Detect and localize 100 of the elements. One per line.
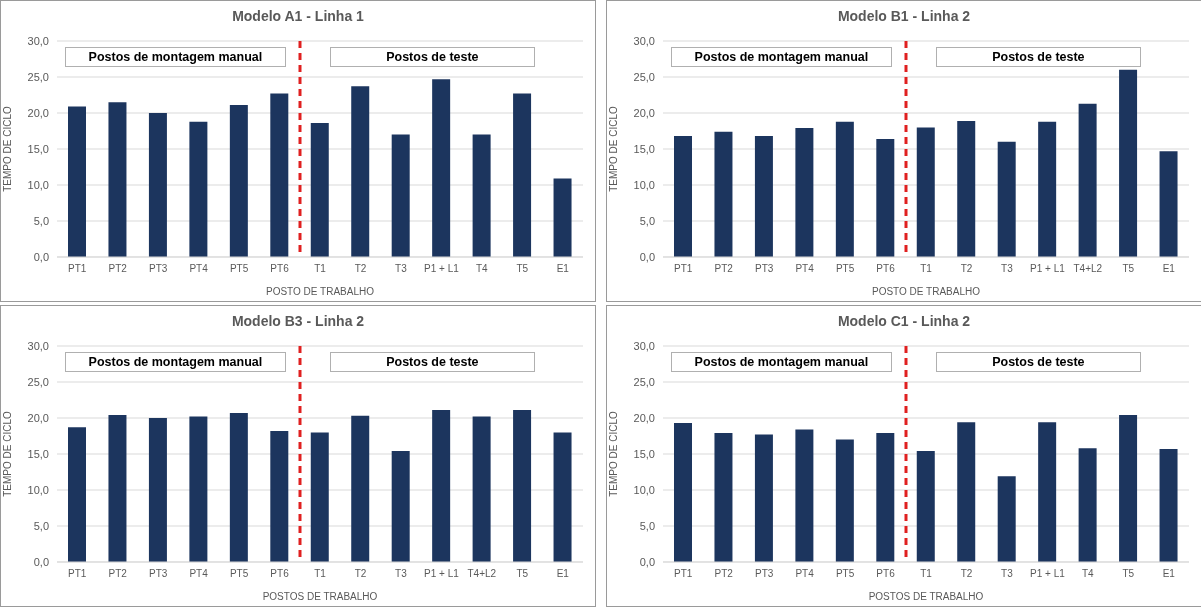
bar — [957, 422, 976, 562]
bar — [229, 105, 248, 257]
x-tick-label: PT1 — [68, 263, 87, 275]
x-tick-label: E1 — [556, 568, 570, 580]
x-tick-label: T1 — [920, 263, 933, 275]
x-tick-label: T5 — [1122, 263, 1135, 275]
bar — [148, 113, 167, 257]
x-tick-label: T5 — [516, 263, 529, 275]
y-tick-label: 30,0 — [633, 339, 655, 352]
bar — [229, 412, 248, 562]
y-axis-title: TEMPO DE CICLO — [607, 411, 619, 497]
x-tick-label: T1 — [314, 568, 327, 580]
bar — [876, 138, 895, 257]
y-tick-label: 25,0 — [27, 375, 49, 388]
x-tick-label: PT4 — [189, 568, 209, 580]
label-box: Postos de teste — [329, 47, 535, 67]
x-tick-label: PT6 — [270, 263, 290, 275]
x-tick-label: T3 — [1001, 263, 1014, 275]
x-tick-label: PT5 — [229, 568, 249, 580]
label-box: Postos de montagem manual — [671, 352, 892, 372]
bar — [876, 433, 895, 562]
y-tick-label: 5,0 — [33, 519, 49, 532]
x-tick-label: T4+L2 — [1073, 263, 1103, 275]
y-tick-label: 0,0 — [639, 555, 655, 568]
x-tick-label: T1 — [920, 568, 933, 580]
x-tick-label: T3 — [395, 263, 408, 275]
bar — [310, 123, 329, 257]
y-tick-label: 20,0 — [27, 411, 49, 424]
x-tick-label: PT5 — [835, 568, 855, 580]
x-tick-label: PT4 — [795, 568, 815, 580]
bar — [1038, 422, 1057, 562]
x-tick-label: T2 — [354, 568, 367, 580]
chart-title: Modelo A1 - Linha 1 — [231, 7, 365, 26]
bar — [997, 476, 1016, 562]
y-tick-label: 30,0 — [27, 339, 49, 352]
bar — [148, 418, 167, 562]
y-tick-label: 15,0 — [27, 142, 49, 155]
bar — [351, 86, 370, 257]
y-tick-label: 30,0 — [27, 34, 49, 47]
x-tick-label: T3 — [1001, 568, 1014, 580]
y-tick-label: 0,0 — [639, 250, 655, 263]
y-tick-label: 20,0 — [633, 106, 655, 119]
x-tick-label: E1 — [556, 263, 570, 275]
x-tick-label: PT1 — [674, 568, 693, 580]
bar — [553, 432, 572, 562]
x-tick-label: P1 + L1 — [424, 263, 460, 275]
x-tick-label: PT3 — [754, 568, 774, 580]
bar — [1078, 448, 1097, 562]
label-box: Postos de teste — [935, 47, 1141, 67]
y-tick-label: 25,0 — [27, 70, 49, 83]
bar — [957, 120, 976, 257]
x-tick-label: T4+L2 — [467, 568, 497, 580]
x-tick-label: PT2 — [714, 263, 734, 275]
x-tick-label: PT4 — [795, 263, 815, 275]
y-tick-label: 10,0 — [633, 178, 655, 191]
bar — [270, 430, 289, 562]
bar — [1119, 415, 1138, 562]
y-tick-label: 25,0 — [633, 375, 655, 388]
x-tick-label: T5 — [516, 568, 529, 580]
y-tick-label: 0,0 — [33, 250, 49, 263]
bar — [714, 433, 733, 562]
bar — [391, 134, 410, 257]
bar — [714, 131, 733, 257]
y-tick-label: 10,0 — [27, 178, 49, 191]
y-tick-label: 20,0 — [633, 411, 655, 424]
y-tick-label: 15,0 — [633, 142, 655, 155]
x-tick-label: PT1 — [674, 263, 693, 275]
x-tick-label: PT2 — [714, 568, 734, 580]
chart-title: Modelo B3 - Linha 2 — [230, 312, 366, 331]
x-tick-label: PT2 — [108, 568, 128, 580]
x-tick-label: T4 — [476, 263, 489, 275]
x-tick-label: T5 — [1122, 568, 1135, 580]
bar — [351, 415, 370, 562]
bar — [513, 410, 532, 562]
x-tick-label: PT1 — [68, 568, 87, 580]
bar — [513, 93, 532, 257]
bar — [916, 451, 935, 562]
x-tick-label: T3 — [395, 568, 408, 580]
bar — [1119, 69, 1138, 257]
y-tick-label: 15,0 — [633, 447, 655, 460]
label-box: Postos de montagem manual — [65, 352, 286, 372]
bar — [553, 178, 572, 257]
bar — [472, 416, 491, 562]
bar — [754, 136, 773, 257]
x-tick-label: T2 — [960, 263, 973, 275]
x-axis-title: POSTOS DE TRABALHO — [868, 591, 984, 602]
bar — [189, 121, 208, 257]
bar — [1159, 151, 1178, 257]
bar — [1078, 103, 1097, 257]
x-axis-title: POSTO DE TRABALHO — [872, 286, 981, 297]
x-tick-label: P1 + L1 — [1030, 568, 1066, 580]
x-tick-label: P1 + L1 — [1030, 263, 1066, 275]
x-tick-label: PT6 — [270, 568, 290, 580]
y-tick-label: 0,0 — [33, 555, 49, 568]
y-axis-title: TEMPO DE CICLO — [607, 106, 619, 192]
label-box: Postos de montagem manual — [671, 47, 892, 67]
bar — [108, 102, 127, 257]
y-tick-label: 5,0 — [639, 214, 655, 227]
bar — [795, 128, 814, 257]
bar — [432, 79, 451, 257]
